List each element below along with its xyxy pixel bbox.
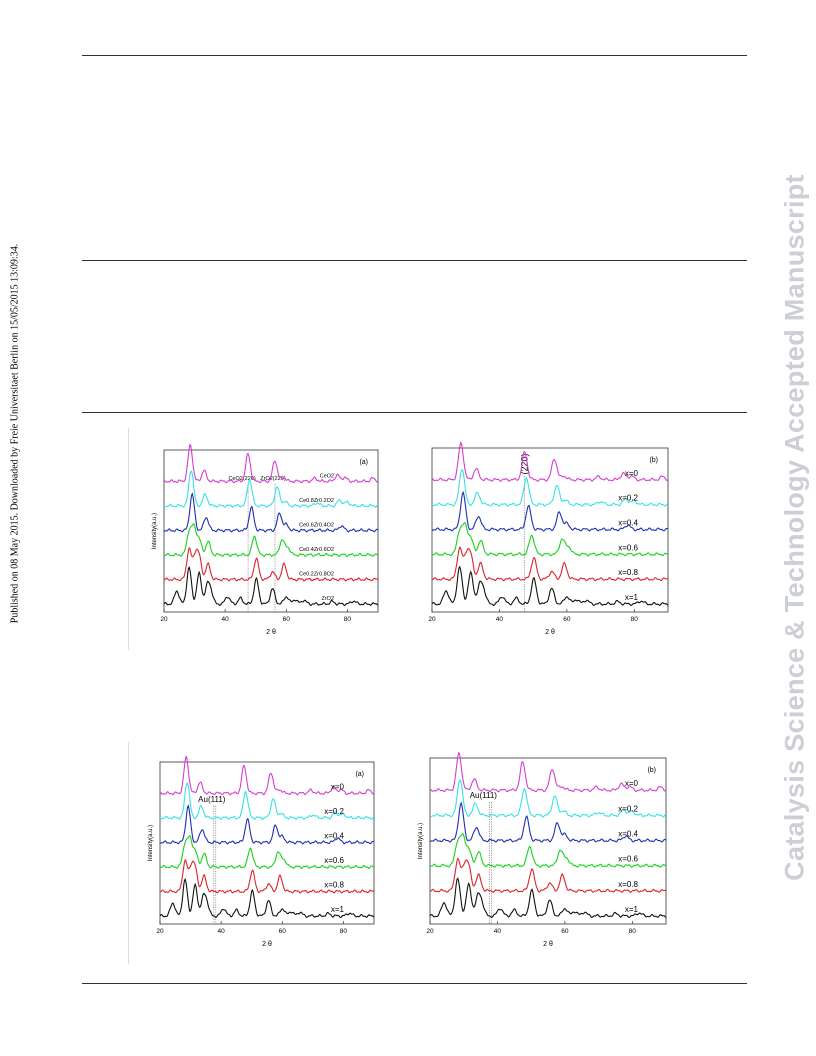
x-tick-label: 20 — [428, 616, 436, 623]
series-label: x=0 — [625, 469, 639, 478]
series-label: x=0.2 — [324, 807, 344, 816]
series-line — [163, 470, 379, 509]
series-line — [431, 546, 669, 582]
x-tick-label: 20 — [160, 616, 168, 623]
series-label: x=0.6 — [618, 543, 638, 552]
panel-label: (a) — [355, 771, 364, 778]
series-line — [163, 546, 379, 582]
series-line — [429, 832, 667, 868]
series-label: x=0 — [331, 782, 345, 791]
y-axis-label: Intensity(a.u.) — [152, 513, 158, 549]
series-label: x=0 — [625, 779, 639, 788]
page-rule-top — [82, 55, 747, 56]
x-axis-label: 2 θ — [543, 941, 553, 948]
x-tick-label: 40 — [496, 616, 504, 623]
series-line — [429, 877, 667, 919]
series-line — [159, 755, 375, 796]
series-label: ZrO2 — [321, 596, 334, 602]
series-line — [431, 521, 669, 557]
series-line — [163, 443, 379, 484]
journal-watermark: Catalysis Science & Technology Accepted … — [779, 174, 810, 881]
x-tick-label: 80 — [629, 928, 637, 935]
y-axis-label: Intensity(a.u.) — [148, 825, 154, 861]
series-label: Ce0.4Zr0.6O2 — [299, 547, 334, 553]
panel-label: (b) — [649, 457, 658, 464]
x-tick-label: 40 — [494, 928, 502, 935]
x-axis-label: 2 θ — [266, 629, 276, 636]
publication-note: Published on 08 May 2015. Downloaded by … — [9, 243, 21, 624]
series-line — [429, 751, 667, 793]
series-label: x=1 — [625, 593, 639, 602]
series-label: Ce0.8Zr0.2O2 — [299, 498, 334, 504]
figure-left-border-2 — [128, 742, 129, 964]
xrd-chart-2a: (a) 20 40 60 80 2 θ Intensity(a.u.) Au(111) x=0 x… — [148, 755, 375, 948]
series-label: Ce0.2Zr0.8O2 — [299, 571, 334, 577]
xrd-chart-2b: (b) 20 40 60 80 2 θ Intensity(a.u.) Au(111) x=0 x… — [418, 751, 667, 948]
peak-annotation: CeO2(220) — [228, 476, 255, 482]
series-line — [159, 782, 375, 821]
series-label: x=0.8 — [618, 568, 638, 577]
figure-left-border-1 — [128, 428, 129, 650]
page-rule-2 — [82, 260, 747, 261]
y-axis-label: Intensity(a.u.) — [418, 823, 424, 859]
series-label: x=0.2 — [618, 494, 638, 503]
peak-annotation: Au(111) — [198, 795, 226, 804]
series-line — [431, 441, 669, 482]
series-label: x=0.4 — [618, 830, 638, 839]
series-line — [431, 490, 669, 532]
series-label: x=0.2 — [618, 804, 638, 813]
page-rule-3 — [82, 412, 747, 413]
x-tick-label: 60 — [283, 616, 291, 623]
series-label: x=0.6 — [324, 856, 344, 865]
peak-annotation: Au(111) — [470, 791, 498, 800]
x-tick-label: 80 — [340, 928, 348, 935]
series-line — [163, 566, 379, 607]
series-line — [159, 804, 375, 845]
x-tick-label: 80 — [631, 616, 639, 623]
series-line — [159, 858, 375, 894]
x-tick-label: 20 — [156, 928, 164, 935]
peak-annotation: ZrO2(220) — [260, 476, 286, 482]
series-line — [431, 565, 669, 607]
series-line — [159, 878, 375, 919]
series-label: x=0.8 — [618, 880, 638, 889]
x-tick-label: 60 — [563, 616, 571, 623]
page-rule-bottom — [82, 983, 747, 984]
series-label: x=1 — [625, 905, 639, 914]
series-line — [163, 522, 379, 558]
x-tick-label: 60 — [561, 928, 569, 935]
series-label: x=0.6 — [618, 855, 638, 864]
x-tick-label: 80 — [344, 616, 352, 623]
x-axis-label: 2 θ — [545, 629, 555, 636]
series-label: Ce0.6Zr0.4O2 — [299, 522, 334, 528]
series-line — [429, 779, 667, 818]
x-axis-label: 2 θ — [262, 941, 272, 948]
xrd-chart-1b: (b) 20 40 60 80 2 θ (220) x=0 x=0.2 x=0.4 x=0.6 x=0… — [428, 441, 669, 636]
xrd-chart-1a: (a) 20 40 60 80 2 θ Intensity(a.u.) CeO2(220) Zr… — [152, 443, 379, 636]
x-tick-label: 40 — [218, 928, 226, 935]
peak-annotation: (220) — [520, 453, 530, 474]
series-line — [429, 857, 667, 894]
series-line — [159, 834, 375, 870]
panel-label: (a) — [359, 459, 368, 466]
series-line — [429, 801, 667, 843]
x-tick-label: 40 — [222, 616, 230, 623]
series-label: x=0.8 — [324, 880, 344, 889]
series-label: x=0.4 — [618, 518, 638, 527]
panel-label: (b) — [647, 767, 656, 774]
plot-frame — [429, 757, 667, 925]
series-label: x=1 — [331, 905, 345, 914]
x-tick-label: 60 — [279, 928, 287, 935]
series-label: x=0.4 — [324, 831, 344, 840]
series-line — [163, 492, 379, 533]
x-tick-label: 20 — [426, 928, 434, 935]
series-label: CeO2 — [320, 473, 334, 479]
series-line — [431, 468, 669, 507]
